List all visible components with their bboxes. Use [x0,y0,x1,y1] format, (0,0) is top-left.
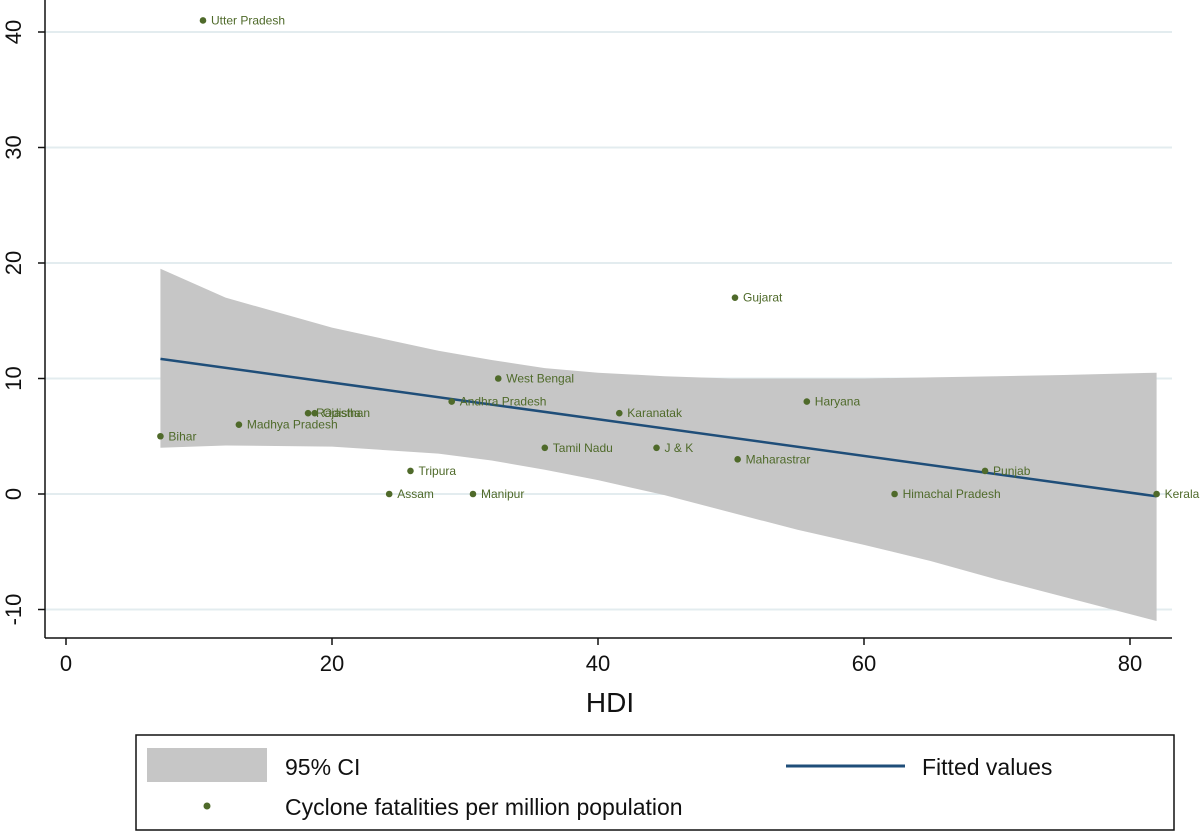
data-point [304,409,312,417]
data-point [803,398,811,405]
point-label: West Bengal [506,372,574,386]
fit-line-layer [160,357,1157,498]
legend-fit-label: Fitted values [922,754,1052,780]
legend-points-label: Cyclone fatalities per million populatio… [285,794,683,820]
data-point [407,467,414,475]
data-point [311,409,319,417]
point-label: Utter Pradesh [211,13,285,27]
data-point [981,467,989,475]
point-label: Tripura [418,464,456,478]
points-layer: Utter Pradesh Gujarat West Bengal Andhra Pr… [157,13,1200,501]
x-tick-label: 60 [852,651,876,676]
point-label: Kerala [1165,487,1200,501]
data-point [448,398,456,405]
data-point [615,409,623,417]
ci-band [160,268,1157,622]
legend: 95% CI Fitted values Cyclone fatalities … [135,734,1175,831]
point-label: Odisha [323,406,361,420]
point-label: Punjab [993,464,1031,478]
data-point [469,490,477,498]
data-point [385,490,393,498]
fitted-line [160,357,1157,498]
point-label: Himachal Pradesh [903,487,1001,501]
y-tick-label: 10 [1,366,26,390]
y-tick-label: -10 [1,594,26,626]
point-label: Karanatak [627,406,683,420]
data-point [891,490,898,498]
y-tick-label: 20 [1,251,26,275]
data-point [157,432,164,440]
data-point [199,17,207,24]
point-label: Maharastrar [746,452,811,466]
legend-ci-swatch [147,748,267,782]
data-point [734,456,741,463]
point-label: Gujarat [743,291,783,305]
x-tick-label: 40 [586,651,610,676]
data-point [731,294,739,301]
data-point [653,444,660,452]
legend-ci-label: 95% CI [285,754,360,780]
data-point [1153,490,1160,498]
x-tick-label: 20 [320,651,344,676]
legend-points-swatch [203,802,211,810]
point-label: J & K [665,441,694,455]
axes: -10 0 10 20 30 40 0 20 40 60 80 [1,0,1172,676]
data-point [541,444,549,452]
x-tick-label: 0 [60,651,72,676]
data-point [235,421,243,429]
x-axis-title: HDI [586,687,634,718]
legend-box [135,734,1175,831]
point-label: Rajasthan [316,406,370,420]
x-tick-label: 80 [1118,651,1142,676]
y-tick-label: 40 [1,20,26,44]
data-point [494,375,502,382]
y-tick-label: 30 [1,135,26,159]
ci-band-layer [160,268,1157,622]
point-label: Bihar [168,429,196,443]
point-label: Assam [397,487,434,501]
y-tick-label: 0 [1,488,26,500]
point-label: Andhra Pradesh [460,395,547,409]
point-label: Manipur [481,487,524,501]
point-label: Haryana [815,395,861,409]
point-label: Tamil Nadu [553,441,613,455]
point-label: Madhya Pradesh [247,418,338,432]
